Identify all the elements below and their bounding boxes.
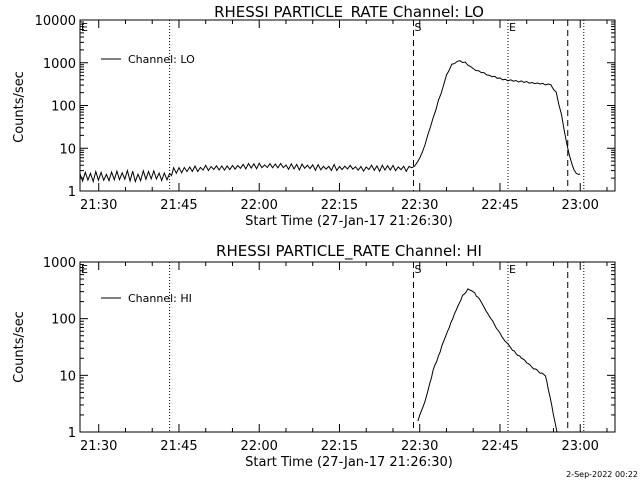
panel-2-x-tick-label: 23:00 <box>561 439 598 454</box>
panel-2-marker-label: E <box>509 263 516 276</box>
panel-1-xlabel: Start Time (27-Jan-17 21:26:30) <box>245 214 453 229</box>
panel-2-ylabel: Counts/sec <box>12 311 27 383</box>
panel-1-marker-label: E <box>509 21 516 34</box>
panel-2-x-tick-label: 22:45 <box>481 439 518 454</box>
panel-1-x-tick-label: 22:00 <box>240 198 277 213</box>
footer-date: 2-Sep-2022 00:22 <box>566 470 638 479</box>
panel-1-x-tick-label: 21:45 <box>160 198 197 213</box>
panel-2-marker-label: S <box>414 263 421 276</box>
panel-1-x-tick-label: 22:30 <box>401 198 438 213</box>
panel-2-x-tick-label: 22:00 <box>240 439 277 454</box>
panel-2-x-tick-label: 21:30 <box>80 439 117 454</box>
panel-2-y-tick-label: 100 <box>51 313 76 328</box>
panel-1-axis-box <box>79 19 616 192</box>
panel-2-x-tick-label: 21:45 <box>160 439 197 454</box>
panel-2-y-tick-label: 1 <box>68 426 76 441</box>
panel-2-marker-label: E <box>81 263 88 276</box>
panel-2-series-line <box>417 288 558 433</box>
panel-1-legend-label: Channel: LO <box>128 53 195 66</box>
panel-2-x-tick-label: 22:30 <box>401 439 438 454</box>
panel-2-legend-label: Channel: HI <box>128 292 192 305</box>
panel-1-x-tick-label: 22:45 <box>481 198 518 213</box>
panel-1-marker-label: E <box>81 21 88 34</box>
panel-1-y-tick-label: 1 <box>68 185 76 200</box>
panel-2-axis-box <box>79 261 616 433</box>
panel-1-x-tick-label: 23:00 <box>561 198 598 213</box>
panel-1-ylabel: Counts/sec <box>12 71 27 143</box>
panel-1-marker-label: S <box>414 21 421 34</box>
panel-2-title: RHESSI PARTICLE_RATE Channel: HI <box>216 242 482 261</box>
panel-2-y-tick-label: 1000 <box>43 256 76 271</box>
panel-1-x-tick-label: 21:30 <box>80 198 117 213</box>
panel-1-y-tick-label: 10000 <box>35 14 76 29</box>
panel-1-y-tick-label: 100 <box>51 100 76 115</box>
panel-1-title: RHESSI PARTICLE_RATE Channel: LO <box>214 3 484 22</box>
panel-1-x-tick-label: 22:15 <box>321 198 358 213</box>
panel-1-y-tick-label: 1000 <box>43 57 76 72</box>
panel-1-y-tick-label: 10 <box>59 142 76 157</box>
panel-2-y-tick-label: 10 <box>59 369 76 384</box>
panel-2-x-tick-label: 22:15 <box>321 439 358 454</box>
panel-2-xlabel: Start Time (27-Jan-17 21:26:30) <box>245 455 453 470</box>
panel-1-series-line <box>79 60 581 184</box>
